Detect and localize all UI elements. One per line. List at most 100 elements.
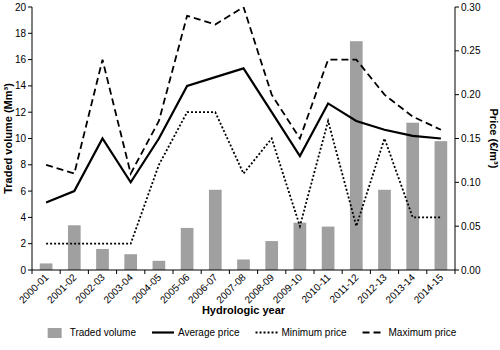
legend: Traded volume Average price Minimum price M… xyxy=(48,327,457,338)
bar xyxy=(378,190,391,270)
bar xyxy=(435,141,448,270)
legend-swatch xyxy=(152,331,174,333)
bar xyxy=(181,228,194,270)
x-tick xyxy=(285,270,286,274)
x-axis xyxy=(32,270,455,271)
legend-label: Average price xyxy=(178,327,240,338)
x-tick-label: 2010-11 xyxy=(299,271,333,305)
y-tick xyxy=(28,59,32,60)
x-tick-label: 2005-06 xyxy=(158,271,192,305)
y2-tick xyxy=(455,7,459,8)
bar xyxy=(265,241,278,270)
legend-item: Traded volume xyxy=(48,327,137,338)
y2-tick xyxy=(455,226,459,227)
bar xyxy=(124,254,137,270)
y-tick-label: 0 xyxy=(20,265,26,276)
x-tick xyxy=(60,270,61,274)
x-tick xyxy=(257,270,258,274)
legend-swatch xyxy=(256,332,278,334)
x-tick-label: 2004-05 xyxy=(130,271,164,305)
bar xyxy=(68,225,81,270)
bar xyxy=(96,249,109,270)
x-tick-label: 2000-01 xyxy=(17,271,51,305)
x-tick-label: 2014-15 xyxy=(412,271,446,305)
y-tick xyxy=(28,112,32,113)
legend-item: Average price xyxy=(152,327,240,338)
x-tick-label: 2012-13 xyxy=(355,271,389,305)
y-tick xyxy=(28,138,32,139)
legend-item: Maximum price xyxy=(363,327,457,338)
x-tick xyxy=(455,270,456,274)
bar xyxy=(294,223,307,270)
y2-tick-label: 0.25 xyxy=(461,45,481,56)
y2-tick-label: 0.05 xyxy=(461,221,481,232)
legend-swatch xyxy=(48,328,62,338)
bar xyxy=(350,41,363,270)
x-tick xyxy=(314,270,315,274)
bar xyxy=(40,263,53,270)
y-tick-label: 16 xyxy=(15,54,27,65)
y-tick xyxy=(28,7,32,8)
y2-axis-title: Price (€/m³) xyxy=(488,109,500,169)
y-tick-label: 20 xyxy=(15,2,27,13)
y-tick-label: 18 xyxy=(15,28,27,39)
line xyxy=(46,68,441,202)
y2-tick-label: 0.20 xyxy=(461,89,481,100)
x-axis-title: Hydrologic year xyxy=(202,304,286,316)
y2-tick xyxy=(455,270,459,271)
x-tick xyxy=(32,270,33,274)
y-tick xyxy=(28,33,32,34)
y-tick-label: 6 xyxy=(20,186,26,197)
legend-label: Traded volume xyxy=(70,327,137,338)
x-tick-label: 2011-12 xyxy=(328,271,362,305)
y-tick-label: 14 xyxy=(15,80,27,91)
x-tick xyxy=(398,270,399,274)
x-tick-label: 2008-09 xyxy=(242,271,276,305)
y-tick-label: 2 xyxy=(20,238,26,249)
x-tick-label: 2003-04 xyxy=(101,271,135,305)
y2-tick-label: 0.30 xyxy=(461,2,481,13)
x-tick xyxy=(116,270,117,274)
x-tick-label: 2013-14 xyxy=(383,271,417,305)
y2-tick-label: 0.15 xyxy=(461,133,481,144)
x-tick xyxy=(426,270,427,274)
y2-tick xyxy=(455,182,459,183)
y-tick xyxy=(28,217,32,218)
x-tick xyxy=(229,270,230,274)
y-tick-label: 10 xyxy=(15,133,27,144)
y-tick xyxy=(28,191,32,192)
x-tick-label: 2007-08 xyxy=(214,271,248,305)
y2-tick xyxy=(455,94,459,95)
y-tick xyxy=(28,164,32,165)
y2-tick xyxy=(455,50,459,51)
y-axis-title: Traded volume (Mm³) xyxy=(2,83,14,194)
y-tick-label: 12 xyxy=(15,107,27,118)
x-tick xyxy=(173,270,174,274)
y-tick-label: 4 xyxy=(20,212,26,223)
y2-tick-label: 0.10 xyxy=(461,177,481,188)
bar xyxy=(237,259,250,270)
bar xyxy=(406,123,419,270)
x-tick-label: 2002-03 xyxy=(73,271,107,305)
y2-tick-label: 0.00 xyxy=(461,265,481,276)
y2-tick xyxy=(455,138,459,139)
y-tick xyxy=(28,85,32,86)
chart: 0 2 4 6 8 10 12 14 16 18 20 0.00 0.05 0.10 0.15 0.20 0.2… xyxy=(0,0,500,350)
y-tick-label: 8 xyxy=(20,159,26,170)
legend-swatch xyxy=(363,332,385,334)
line xyxy=(46,112,441,244)
y-tick xyxy=(28,243,32,244)
x-tick xyxy=(370,270,371,274)
line xyxy=(46,7,441,174)
x-tick xyxy=(201,270,202,274)
x-tick xyxy=(144,270,145,274)
legend-label: Minimum price xyxy=(282,327,347,338)
x-tick-label: 2006-07 xyxy=(186,271,220,305)
bar xyxy=(209,190,222,270)
x-tick-label: 2009-10 xyxy=(271,271,305,305)
y-tick xyxy=(28,270,32,271)
legend-label: Maximum price xyxy=(389,327,457,338)
x-tick-label: 2001-02 xyxy=(45,271,79,305)
bar xyxy=(153,261,166,270)
x-tick xyxy=(342,270,343,274)
